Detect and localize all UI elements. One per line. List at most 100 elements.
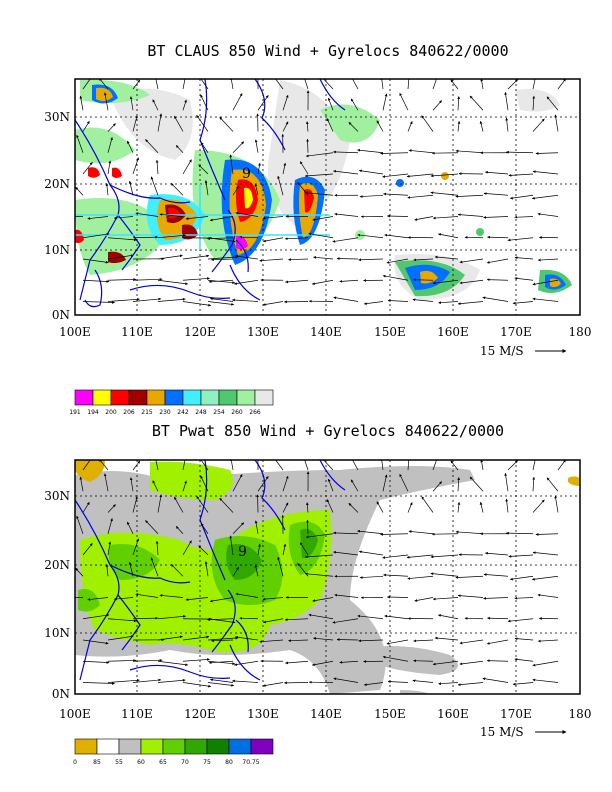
wind-vector bbox=[432, 481, 442, 492]
wind-vector bbox=[105, 564, 109, 577]
wind-vector bbox=[107, 541, 112, 556]
wind-vector bbox=[182, 99, 187, 111]
wind-vector bbox=[107, 278, 137, 281]
wind-vector bbox=[514, 277, 534, 281]
wind-vector bbox=[339, 279, 359, 283]
wind-vector bbox=[455, 530, 484, 535]
wind-vector bbox=[432, 79, 437, 90]
wind-vector bbox=[483, 573, 509, 577]
wind-vector bbox=[82, 682, 115, 685]
wind-vector bbox=[126, 140, 134, 153]
y-tick: 30N bbox=[44, 110, 70, 124]
wind-vector bbox=[313, 637, 334, 641]
wind-vector bbox=[262, 682, 284, 687]
wind-vector bbox=[504, 91, 509, 111]
wind-vector bbox=[432, 597, 459, 601]
wind-vector bbox=[308, 232, 334, 239]
wind-vector bbox=[182, 159, 192, 175]
reference-vector-label: 15 M/S bbox=[480, 725, 524, 739]
wind-vector bbox=[107, 518, 113, 534]
wind-vector bbox=[532, 551, 559, 556]
wind-vector bbox=[150, 557, 159, 577]
colorbar-label: 70 bbox=[181, 759, 189, 766]
wind-vector bbox=[386, 258, 409, 264]
wind-vector bbox=[432, 216, 459, 220]
wind-vector bbox=[334, 593, 359, 598]
wind-vector bbox=[198, 164, 209, 175]
wind-vector bbox=[357, 233, 384, 239]
map-frame bbox=[74, 78, 581, 316]
wind-vector bbox=[407, 121, 413, 132]
wind-vector bbox=[157, 234, 186, 239]
wind-vector bbox=[182, 658, 210, 662]
wind-vector bbox=[537, 593, 559, 598]
wind-vector bbox=[82, 501, 90, 513]
wind-vector bbox=[82, 279, 110, 283]
wind-vector bbox=[507, 79, 518, 90]
wind-vector bbox=[232, 522, 245, 534]
wind-vector bbox=[107, 237, 137, 242]
wind-vector bbox=[311, 660, 334, 667]
wind-vector bbox=[306, 138, 309, 153]
wind-vector bbox=[407, 502, 413, 513]
x-tick: 100E bbox=[59, 707, 91, 721]
wind-vector bbox=[333, 550, 359, 556]
wind-vector bbox=[173, 496, 184, 513]
wind-vector bbox=[438, 301, 459, 305]
wind-vector bbox=[128, 561, 134, 577]
wind-vector bbox=[263, 237, 284, 243]
wind-vector bbox=[386, 639, 409, 645]
colorbar-label: 75 bbox=[203, 759, 211, 766]
wind-vector bbox=[208, 660, 234, 665]
wind-vector bbox=[327, 478, 334, 492]
wind-vector bbox=[380, 152, 409, 155]
wind-vector bbox=[210, 678, 234, 683]
colorbar-label: 266 bbox=[249, 409, 261, 416]
wind-vector bbox=[262, 597, 284, 601]
wind-vector bbox=[207, 618, 234, 622]
x-tick: 130E bbox=[247, 707, 279, 721]
wind-vector bbox=[79, 476, 84, 492]
wind-vector bbox=[157, 113, 163, 132]
wind-vector bbox=[457, 96, 461, 111]
wind-vector bbox=[532, 660, 559, 667]
x-tick: 160E bbox=[437, 707, 469, 721]
wind-vector bbox=[232, 93, 243, 111]
wind-vector bbox=[288, 639, 309, 643]
wind-vector bbox=[339, 660, 359, 664]
wind-vector bbox=[406, 554, 434, 559]
wind-vector bbox=[207, 237, 234, 241]
wind-vector bbox=[306, 519, 309, 534]
wind-vector bbox=[457, 477, 461, 492]
wind-vector bbox=[185, 216, 209, 221]
wind-vector bbox=[359, 575, 384, 579]
wind-vector bbox=[408, 149, 434, 154]
wind-vector bbox=[383, 573, 409, 577]
wind-vector bbox=[505, 117, 509, 132]
wind-vector bbox=[535, 533, 559, 536]
y-tick: 20N bbox=[44, 177, 70, 191]
wind-vector bbox=[413, 639, 434, 643]
wind-vector bbox=[200, 460, 209, 471]
wind-vector bbox=[430, 173, 459, 178]
wind-vector bbox=[277, 175, 284, 196]
wind-vector bbox=[234, 279, 259, 285]
colorbar-label: 254 bbox=[213, 409, 225, 416]
wind-vector bbox=[413, 258, 434, 262]
colorbar-swatch bbox=[110, 389, 130, 406]
colorbar-label: 65 bbox=[159, 759, 167, 766]
x-tick: 110E bbox=[121, 325, 153, 339]
wind-vector bbox=[430, 554, 459, 559]
wind-vector bbox=[514, 658, 534, 662]
wind-vector bbox=[170, 183, 184, 196]
wind-vector bbox=[487, 616, 509, 620]
wind-vector bbox=[263, 618, 284, 624]
wind-vector bbox=[82, 301, 115, 304]
wind-vector bbox=[455, 149, 484, 154]
wind-vector bbox=[483, 192, 509, 196]
colorbar-swatch bbox=[200, 389, 220, 406]
colorbar-swatch bbox=[96, 738, 120, 755]
wind-vector bbox=[434, 255, 459, 260]
wind-vector bbox=[455, 575, 484, 579]
wind-vector bbox=[305, 502, 309, 513]
